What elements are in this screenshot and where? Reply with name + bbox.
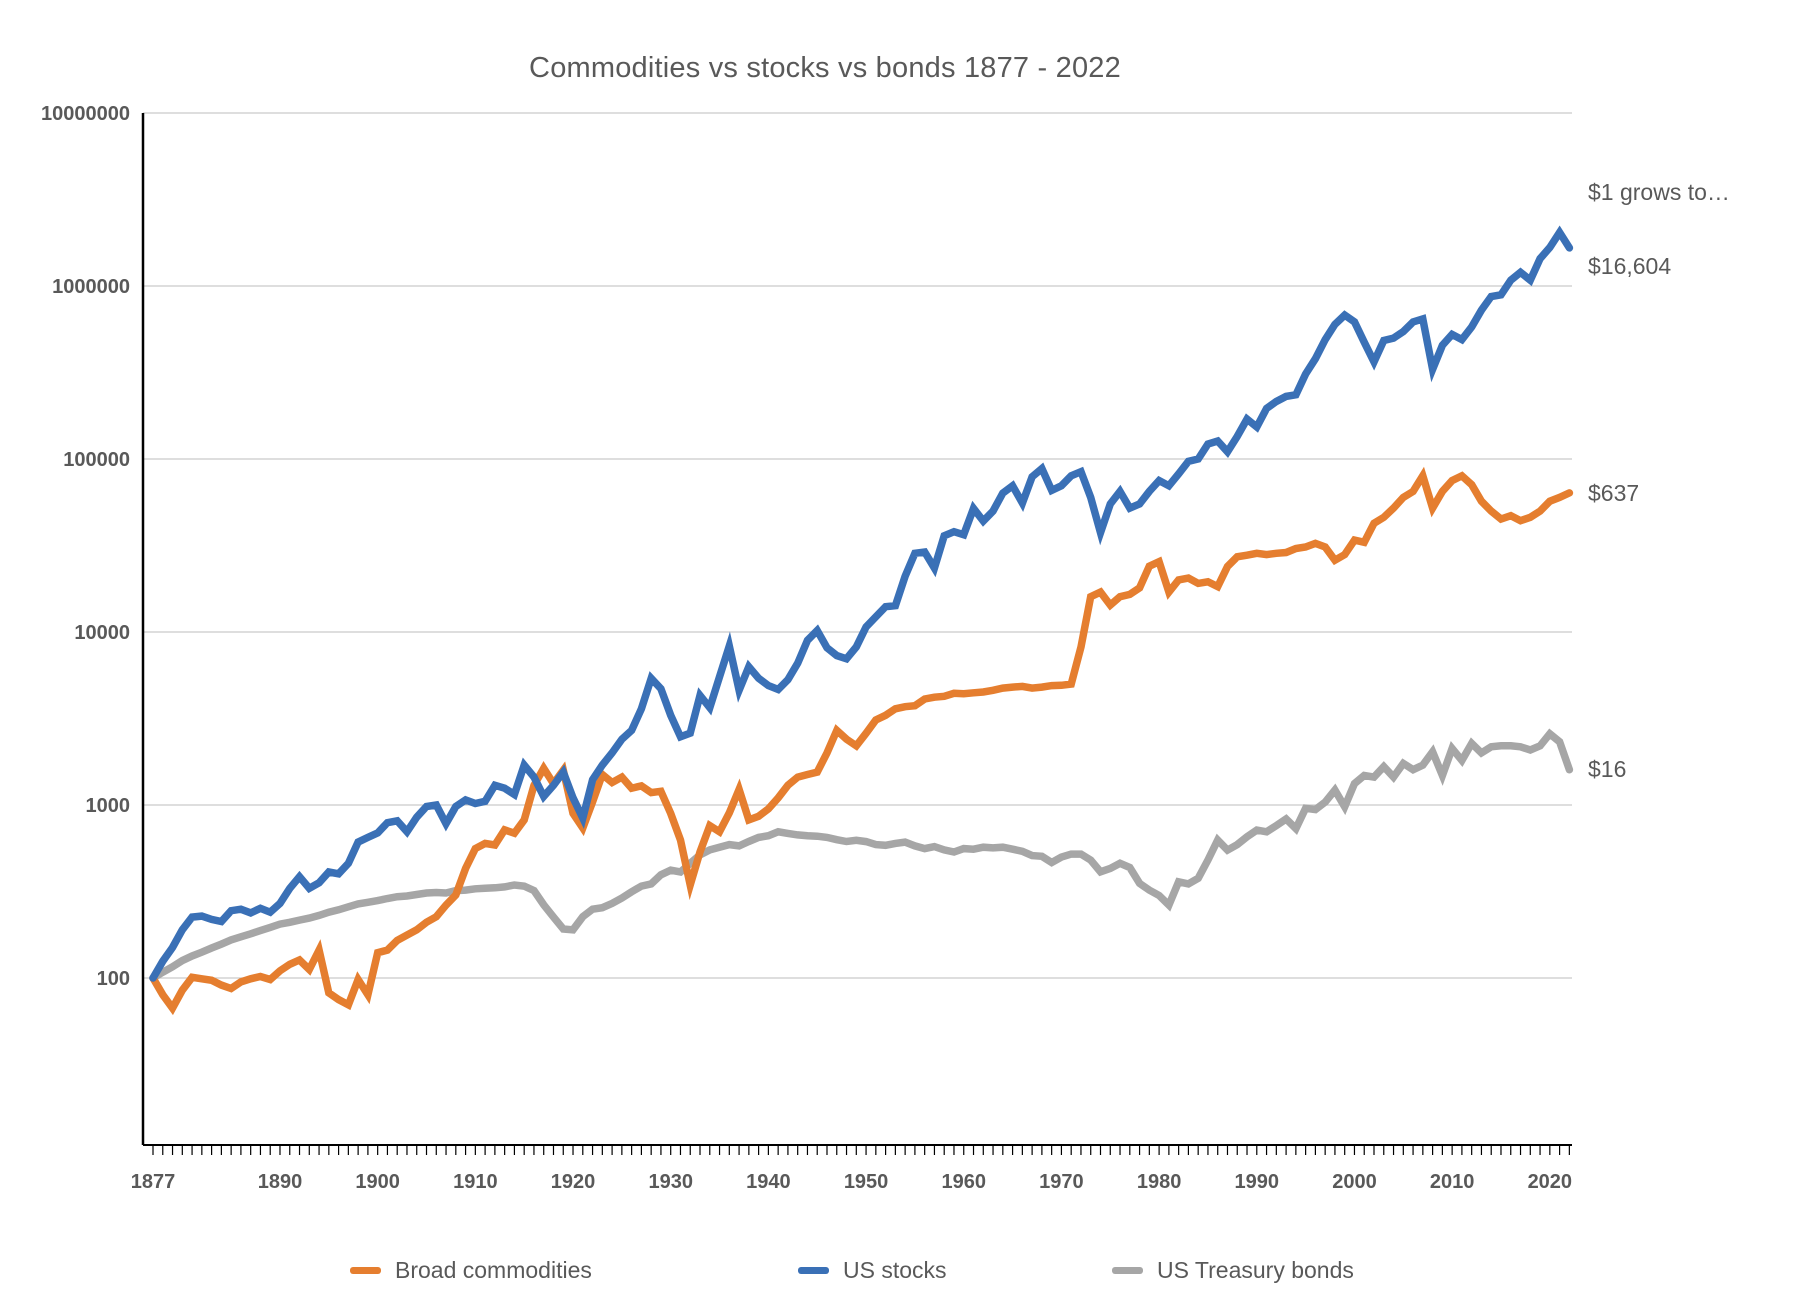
- y-axis-label: 1000: [86, 795, 131, 817]
- commodities-line-swatch: [350, 1266, 381, 1274]
- x-axis-label: 1920: [551, 1171, 596, 1193]
- x-axis-label: 1930: [648, 1171, 693, 1193]
- annotation-commodities-value: $637: [1588, 479, 1640, 506]
- y-axis-label: 10000: [74, 622, 130, 644]
- x-axis-label: 1877: [131, 1171, 176, 1193]
- bonds-line-swatch: [1112, 1266, 1143, 1274]
- legend-label-stocks: US stocks: [843, 1256, 947, 1283]
- series-line-us-stocks: [149, 225, 1574, 982]
- x-axis-label: 1900: [355, 1171, 400, 1193]
- legend-item-stocks: US stocks: [798, 1252, 947, 1288]
- series-line-broad-commodities: [149, 466, 1574, 1016]
- x-axis-label: 1890: [258, 1171, 303, 1193]
- x-axis-label: 1960: [941, 1171, 986, 1193]
- x-axis-label: 1910: [453, 1171, 498, 1193]
- y-axis-label: 100: [97, 968, 130, 990]
- y-axis-label: 1000000: [52, 276, 130, 298]
- x-axis-label: 1950: [844, 1171, 889, 1193]
- stocks-line-swatch: [798, 1266, 829, 1274]
- x-axis-label: 2000: [1332, 1171, 1377, 1193]
- x-axis-label: 1980: [1137, 1171, 1182, 1193]
- legend-item-bonds: US Treasury bonds: [1112, 1252, 1354, 1288]
- annotation-bonds-value: $16: [1588, 755, 1627, 782]
- x-axis-label: 1970: [1039, 1171, 1084, 1193]
- annotation-stocks-value: $16,604: [1588, 253, 1672, 280]
- series-line-us-treasury-bonds: [149, 728, 1574, 982]
- legend-label-bonds: US Treasury bonds: [1157, 1256, 1354, 1283]
- y-axis-label: 100000: [63, 449, 130, 471]
- x-axis-label: 2020: [1528, 1171, 1573, 1193]
- legend-label-commodities: Broad commodities: [395, 1256, 592, 1283]
- annotation-grows-to: $1 grows to…: [1588, 178, 1730, 205]
- x-axis-label: 1940: [746, 1171, 791, 1193]
- y-axis-label: 10000000: [41, 103, 130, 125]
- chart-title: Commodities vs stocks vs bonds 1877 - 20…: [529, 52, 1121, 84]
- x-axis-label: 2010: [1430, 1171, 1475, 1193]
- x-axis-label: 1990: [1235, 1171, 1280, 1193]
- legend-item-commodities: Broad commodities: [350, 1252, 592, 1288]
- legend: Broad commodities US stocks US Treasury …: [0, 1252, 1800, 1288]
